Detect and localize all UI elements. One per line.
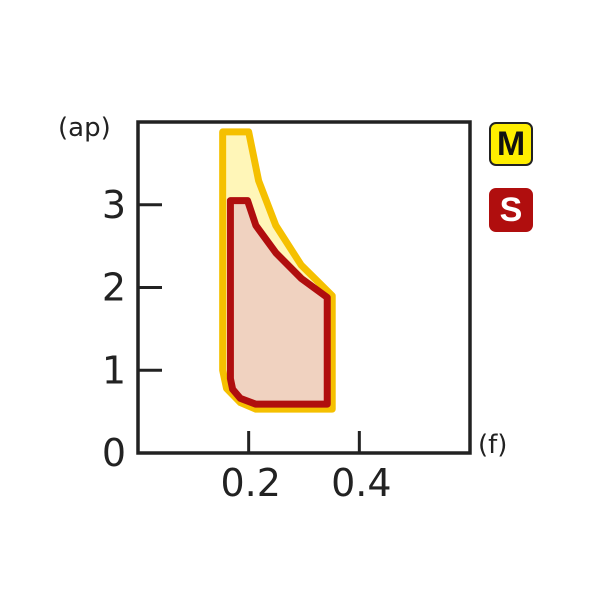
x-tick-label: 0.4	[331, 461, 391, 505]
regions	[219, 128, 336, 413]
y-tick-label: 0	[102, 431, 126, 475]
y-tick-label: 3	[102, 183, 126, 227]
x-tick-label: 0.2	[220, 461, 280, 505]
legend-s: S	[489, 188, 533, 232]
legend-m: M	[489, 122, 533, 166]
x-axis-label: (f)	[478, 430, 507, 460]
ticks: 0 1 2 3 0.2 0.4	[102, 183, 392, 505]
y-tick-label: 1	[102, 348, 126, 392]
legend-m-label: M	[496, 124, 526, 163]
region-s	[226, 197, 331, 408]
y-tick-label: 2	[102, 266, 126, 310]
legend-s-label: S	[499, 190, 523, 229]
y-axis-label: (ap)	[58, 113, 111, 143]
